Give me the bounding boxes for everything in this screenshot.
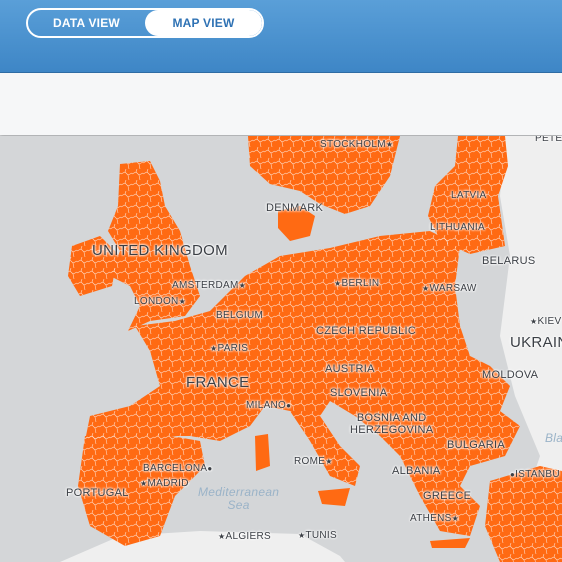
label-black-sea: Bla	[545, 431, 562, 445]
header-bar: DATA VIEW MAP VIEW	[0, 0, 562, 73]
label-bosnia: BOSNIA AND HERZEGOVINA	[350, 412, 434, 436]
label-kiev: ★KIEV	[530, 316, 562, 327]
eastern-land	[500, 136, 562, 562]
label-pete: PETE	[535, 136, 562, 144]
label-stockholm: STOCKHOLM★	[320, 139, 394, 150]
label-greece: GREECE	[423, 490, 472, 502]
label-tunis: ★TUNIS	[298, 530, 337, 541]
label-portugal: PORTUGAL	[66, 487, 129, 499]
label-rome: ROME★	[294, 456, 333, 467]
view-toggle: DATA VIEW MAP VIEW	[26, 8, 264, 38]
label-berlin: ★BERLIN	[334, 278, 380, 289]
label-istanbul: ●ISTANBU	[510, 469, 560, 480]
label-barcelona: BARCELONA●	[143, 463, 213, 474]
region-denmark	[278, 206, 315, 241]
label-moldova: MOLDOVA	[482, 369, 539, 381]
label-latvia: LATVIA	[451, 190, 487, 201]
label-belarus: BELARUS	[482, 255, 536, 267]
label-london: LONDON★	[134, 296, 187, 307]
label-austria: AUSTRIA	[325, 363, 375, 375]
data-view-tab[interactable]: DATA VIEW	[53, 16, 120, 30]
label-milano: MILANO●	[246, 400, 292, 411]
label-madrid: ★MADRID	[140, 478, 189, 489]
label-united-kingdom: UNITED KINGDOM	[92, 242, 228, 259]
label-albania: ALBANIA	[392, 465, 441, 477]
map-view[interactable]: STOCKHOLM★ PETE LATVIA DENMARK LITHUANIA…	[0, 136, 562, 562]
region-crete	[430, 538, 470, 548]
toolbar	[0, 73, 562, 135]
label-algiers: ★ALGIERS	[218, 531, 271, 542]
label-bulgaria: BULGARIA	[447, 439, 506, 451]
label-belgium: BELGIUM	[216, 310, 264, 321]
region-sardinia	[255, 434, 270, 471]
label-warsaw: ★WARSAW	[422, 283, 477, 294]
map-canvas	[0, 136, 562, 562]
label-france: FRANCE	[186, 374, 250, 391]
label-czech-republic: CZECH REPUBLIC	[316, 325, 417, 337]
label-athens: ATHENS★	[410, 513, 460, 524]
label-paris: ★PARIS	[210, 343, 249, 354]
label-ukraine: UKRAIN	[510, 334, 562, 351]
map-view-tab[interactable]: MAP VIEW	[145, 10, 262, 36]
label-mediterranean-sea: Mediterranean Sea	[198, 485, 280, 512]
label-slovenia: SLOVENIA	[330, 387, 388, 399]
label-denmark: DENMARK	[266, 202, 324, 214]
label-amsterdam: AMSTERDAM★	[172, 280, 247, 291]
region-sicily	[318, 488, 350, 506]
region-borders	[68, 136, 562, 562]
label-lithuania: LITHUANIA	[430, 222, 485, 233]
